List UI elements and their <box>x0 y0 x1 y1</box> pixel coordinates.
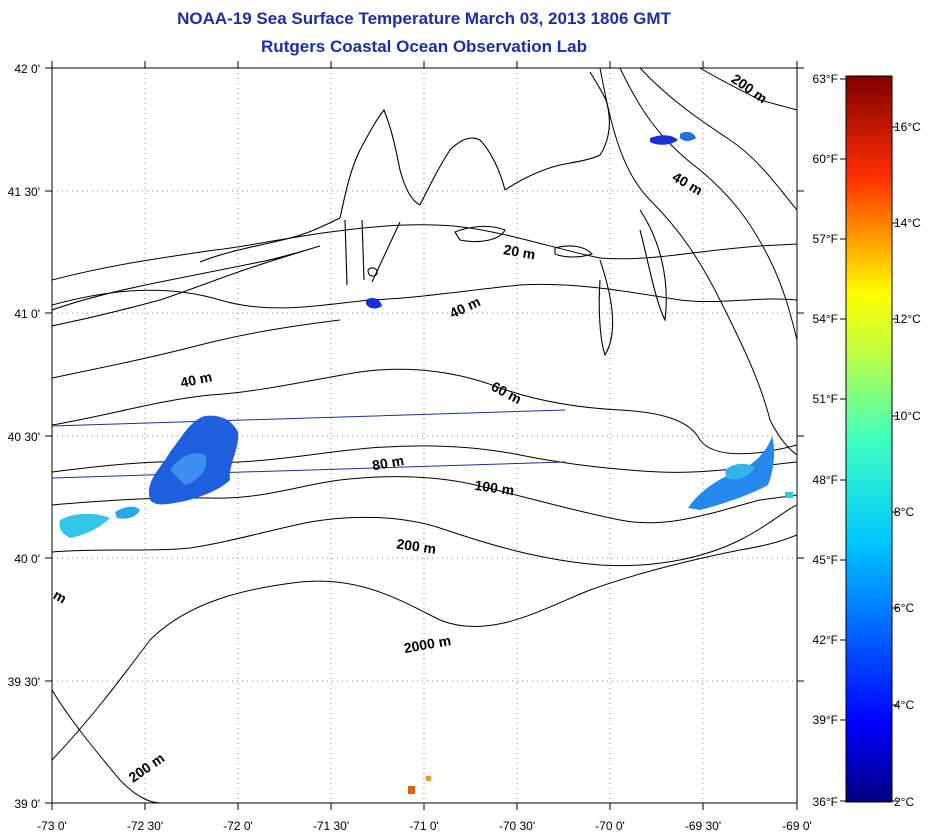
fahrenheit-label: 42°F <box>813 633 838 647</box>
contour-label-80m: 80 m <box>371 452 405 473</box>
celsius-label: 10°C <box>894 409 921 423</box>
fahrenheit-label: 63°F <box>813 72 838 86</box>
colorbar-ticks <box>840 78 898 802</box>
contour-line-40m-inner <box>52 319 341 379</box>
sst-patches <box>59 131 793 794</box>
contour-label-40m-west: 40 m <box>179 368 214 390</box>
lon-label: -71 0' <box>409 819 439 833</box>
coastline <box>52 71 667 357</box>
shoals-detail-2 <box>639 209 667 322</box>
fahrenheit-label: 36°F <box>813 795 838 809</box>
lat-label: 39 30' <box>8 675 40 689</box>
colorbar-f-labels: 63°F 60°F 57°F 54°F 51°F 48°F 45°F 42°F … <box>813 72 838 809</box>
contour-label-100m: 100 m <box>474 477 516 498</box>
celsius-label: 14°C <box>894 216 921 230</box>
contour-line-40m-north <box>52 283 797 309</box>
contour-line-nantucket-shoals <box>599 68 797 456</box>
nantucket-shoals-detail <box>598 259 614 357</box>
celsius-label: 16°C <box>894 120 921 134</box>
contour-line-60m <box>52 368 797 455</box>
rhode-island-coast <box>339 108 421 219</box>
fahrenheit-label: 57°F <box>813 232 838 246</box>
buzzards-bay-coast <box>419 137 506 206</box>
lon-label: -72 0' <box>223 819 253 833</box>
contour-line-200m-south <box>52 689 161 803</box>
sst-pixel-orange-2 <box>426 776 431 781</box>
narragansett-bay-line-1 <box>344 219 348 286</box>
contour-line-georges-slope <box>619 68 797 341</box>
lon-label: -71 30' <box>313 819 349 833</box>
long-island-coast <box>52 245 321 327</box>
sst-patch-cyan <box>59 513 110 538</box>
fahrenheit-label: 60°F <box>813 152 838 166</box>
map-subtitle: Rutgers Coastal Ocean Observation Lab <box>261 37 587 56</box>
narragansett-bay-line-3 <box>371 221 401 283</box>
scan-lines <box>52 409 566 479</box>
celsius-label: 4°C <box>894 698 914 712</box>
lat-label: 39 0' <box>14 797 40 811</box>
lat-label: 40 30' <box>8 430 40 444</box>
sst-patch-east-2 <box>725 463 755 480</box>
sst-patch-ne <box>650 135 678 145</box>
colorbar-c-labels: 16°C 14°C 12°C 10°C 8°C 6°C 4°C 2°C <box>894 120 921 809</box>
fahrenheit-label: 39°F <box>813 713 838 727</box>
celsius-label: 6°C <box>894 601 914 615</box>
lon-label: -70 0' <box>595 819 625 833</box>
contour-label-200m-center: 200 m <box>396 535 438 556</box>
lon-labels: -73 0' -72 30' -72 0' -71 30' -71 0' -70… <box>37 819 812 833</box>
contour-line-200m-ne <box>699 68 797 111</box>
lon-label: -69 30' <box>685 819 721 833</box>
narragansett-bay-line-2 <box>361 219 365 281</box>
grid-lines <box>52 68 797 803</box>
contour-line-2000m <box>52 534 797 761</box>
sst-pixel-cyan-east <box>785 492 793 498</box>
contour-line-20m <box>52 224 797 281</box>
lon-label: -69 0' <box>782 819 812 833</box>
map-frame <box>51 67 798 804</box>
marthas-vineyard <box>454 225 506 243</box>
sst-patch-main-inner <box>170 453 207 485</box>
lat-label: 41 0' <box>14 307 40 321</box>
contour-line-200m <box>52 504 797 567</box>
map-title: NOAA-19 Sea Surface Temperature March 03… <box>177 9 671 28</box>
axis-ticks <box>45 61 804 810</box>
fahrenheit-label: 48°F <box>813 473 838 487</box>
lat-label: 40 0' <box>14 552 40 566</box>
sst-patch-ne-2 <box>680 131 696 141</box>
celsius-label: 2°C <box>894 795 914 809</box>
lon-label: -73 0' <box>37 819 67 833</box>
colorbar <box>845 75 893 803</box>
sst-patch-cyan-2 <box>115 506 140 519</box>
celsius-label: 12°C <box>894 312 921 326</box>
connecticut-coast <box>199 217 341 263</box>
block-island <box>367 267 378 277</box>
contour-line-slope-outer <box>639 68 797 211</box>
cape-cod-coast <box>504 71 610 191</box>
lat-label: 42 0' <box>14 62 40 76</box>
sst-pixel-orange <box>408 786 415 794</box>
fahrenheit-label: 45°F <box>813 553 838 567</box>
fahrenheit-label: 54°F <box>813 312 838 326</box>
nantucket <box>554 245 593 258</box>
sst-patch-block-island <box>366 298 382 309</box>
contour-label-20m: 20 m <box>502 241 536 262</box>
sst-patch-east <box>688 436 775 510</box>
lon-label: -72 30' <box>127 819 163 833</box>
lon-label: -70 30' <box>499 819 535 833</box>
lat-label: 41 30' <box>8 185 40 199</box>
celsius-label: 8°C <box>894 505 914 519</box>
fahrenheit-label: 51°F <box>813 392 838 406</box>
lat-labels: 42 0' 41 30' 41 0' 40 30' 40 0' 39 30' 3… <box>8 62 40 811</box>
